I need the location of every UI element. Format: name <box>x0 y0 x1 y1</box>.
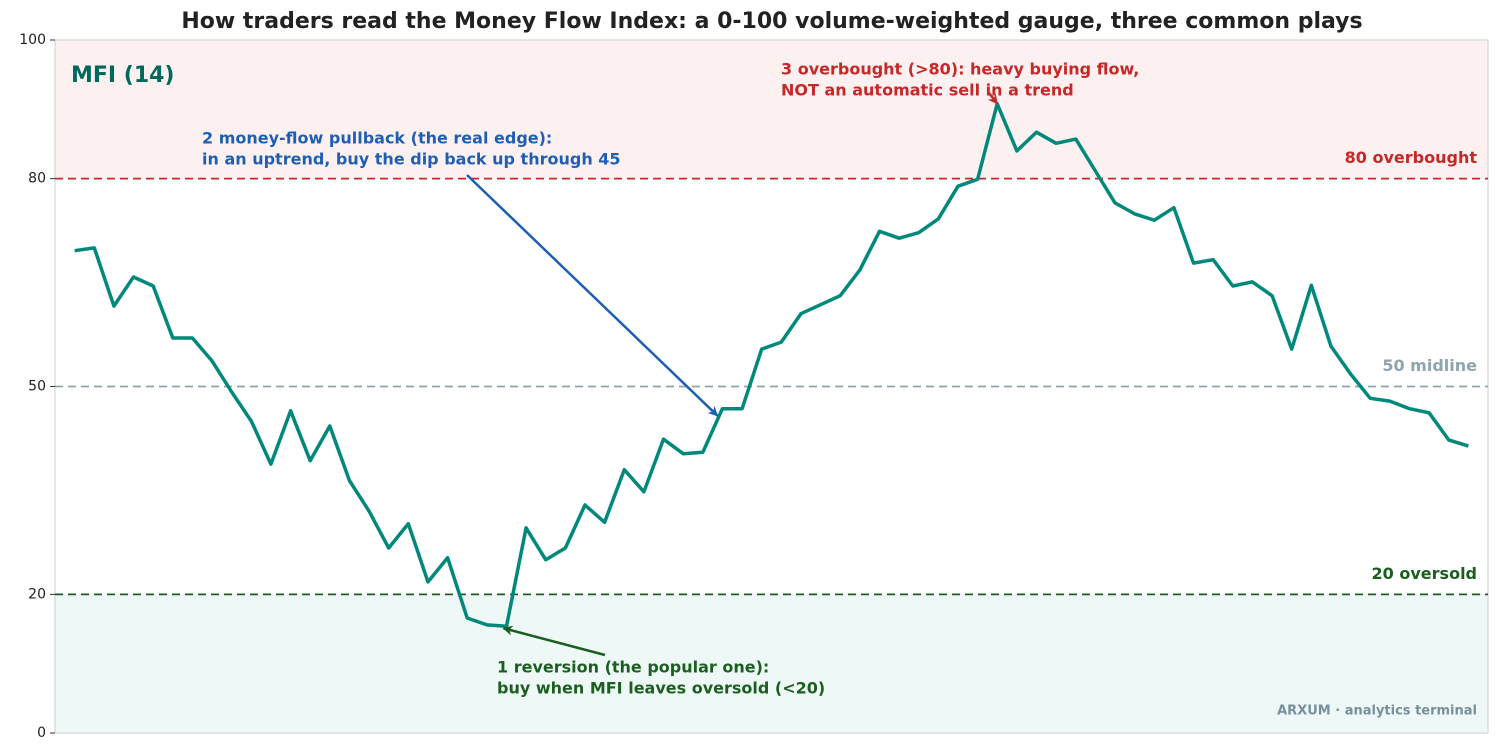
zone <box>55 40 1488 179</box>
annotation-text: 1 reversion (the popular one): <box>497 658 769 677</box>
chart-title: How traders read the Money Flow Index: a… <box>181 9 1362 34</box>
watermark: ARXUM · analytics terminal <box>1277 704 1477 719</box>
annotation-arrow <box>502 625 606 657</box>
reference-label: 50 midline <box>1382 356 1477 375</box>
y-tick-label: 80 <box>28 171 46 187</box>
y-tick-label: 20 <box>28 586 46 602</box>
y-tick-label: 0 <box>37 725 46 741</box>
annotation-text: 3 overbought (>80): heavy buying flow, <box>781 60 1139 79</box>
annotation-text: 2 money-flow pullback (the real edge): <box>202 129 552 148</box>
y-tick-label: 50 <box>28 379 46 395</box>
reference-label: 80 overbought <box>1345 148 1478 167</box>
reference-label: 20 oversold <box>1372 564 1477 583</box>
y-tick-label: 100 <box>19 32 46 48</box>
zone <box>55 594 1488 733</box>
mfi-line <box>74 102 1469 629</box>
annotation-arrow <box>466 174 719 417</box>
panel-label: MFI (14) <box>71 63 175 88</box>
annotation-text: buy when MFI leaves oversold (<20) <box>497 679 825 698</box>
annotation-arrow <box>987 92 999 105</box>
annotation-text: in an uptrend, buy the dip back up throu… <box>202 150 621 169</box>
annotation-text: NOT an automatic sell in a trend <box>781 81 1074 100</box>
